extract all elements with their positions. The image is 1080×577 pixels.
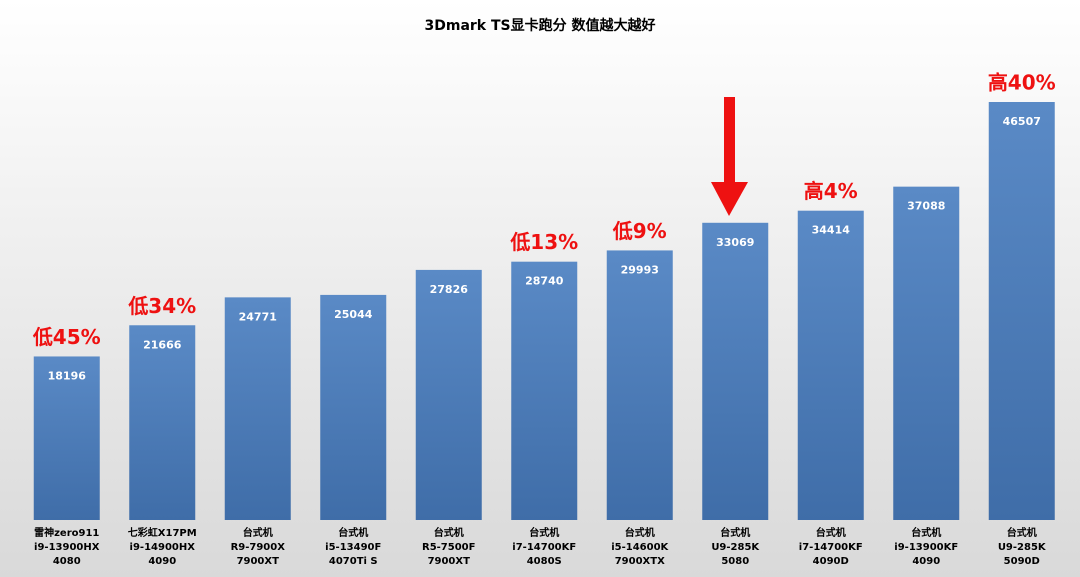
bar (33, 356, 100, 520)
x-tick-label: 4090 (912, 556, 940, 567)
x-tick-label: 台式机 (529, 526, 559, 539)
x-tick-label: 4070Ti S (329, 556, 378, 567)
x-tick-label: U9-285K (998, 542, 1047, 553)
value-label: 18196 (48, 369, 87, 382)
bar (511, 261, 578, 520)
x-tick-label: i5-13490F (325, 542, 381, 553)
x-tick-label: 4080 (53, 556, 81, 567)
bar (224, 297, 291, 520)
bar (702, 222, 769, 520)
bar (320, 294, 387, 520)
x-tick-label: 台式机 (720, 526, 750, 539)
x-tick-label: 台式机 (625, 526, 655, 539)
value-label: 34414 (812, 224, 851, 237)
x-tick-label: 台式机 (911, 526, 941, 539)
x-tick-label: 台式机 (816, 526, 846, 539)
annotation: 低13% (509, 230, 578, 254)
x-tick-label: 7900XTX (615, 556, 665, 567)
x-tick-label: 台式机 (1007, 526, 1037, 539)
bar (415, 269, 482, 520)
x-tick-label: 台式机 (243, 526, 273, 539)
annotation: 高4% (804, 179, 858, 203)
value-label: 28740 (525, 275, 564, 288)
value-label: 24771 (239, 310, 277, 323)
annotation: 低34% (127, 294, 196, 318)
x-tick-label: 4080S (527, 556, 562, 567)
x-tick-label: R5-7500F (422, 542, 475, 553)
x-tick-label: 七彩虹X17PM (128, 526, 197, 539)
x-tick-label: i9-13900KF (894, 542, 958, 553)
x-tick-label: 7900XT (428, 556, 471, 567)
value-label: 37088 (907, 200, 945, 213)
annotation: 低45% (32, 325, 101, 349)
x-tick-label: i9-13900HX (34, 542, 100, 553)
x-tick-label: 4090 (148, 556, 176, 567)
value-label: 29993 (621, 263, 659, 276)
x-tick-label: U9-285K (711, 542, 760, 553)
value-label: 27826 (430, 283, 469, 296)
value-label: 21666 (143, 338, 182, 351)
x-tick-label: i5-14600K (611, 542, 669, 553)
annotation: 高40% (988, 71, 1056, 95)
chart-title: 3Dmark TS显卡跑分 数值越大越好 (425, 17, 656, 34)
bar (988, 102, 1055, 520)
value-label: 33069 (716, 236, 754, 249)
bar (129, 325, 196, 520)
arrow (711, 97, 748, 216)
value-label: 25044 (334, 308, 373, 321)
x-tick-label: i9-14900HX (130, 542, 196, 553)
x-tick-label: 雷神zero911 (34, 526, 99, 539)
value-label: 46507 (1003, 115, 1041, 128)
bar (606, 250, 673, 520)
x-tick-label: R9-7900X (231, 542, 286, 553)
arrow-head (711, 182, 748, 216)
annotation: 低9% (612, 219, 667, 243)
x-tick-label: 7900XT (237, 556, 280, 567)
x-tick-label: 台式机 (338, 526, 368, 539)
x-tick-label: i7-14700KF (512, 542, 576, 553)
x-tick-label: 4090D (813, 556, 849, 567)
x-tick-label: i7-14700KF (799, 542, 863, 553)
x-tick-label: 5090D (1004, 556, 1040, 567)
x-tick-label: 5080 (721, 556, 749, 567)
bar (797, 210, 864, 520)
bar (893, 186, 960, 520)
arrow-shaft (724, 97, 735, 185)
x-tick-label: 台式机 (434, 526, 464, 539)
